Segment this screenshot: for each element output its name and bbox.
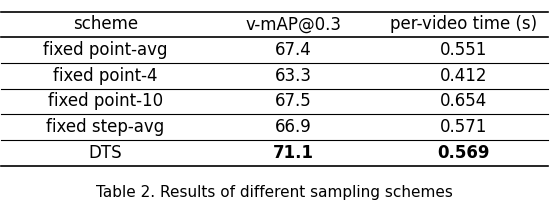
Text: 0.412: 0.412 bbox=[439, 67, 487, 85]
Text: fixed step-avg: fixed step-avg bbox=[46, 118, 165, 136]
Text: fixed point-4: fixed point-4 bbox=[53, 67, 157, 85]
Text: per-video time (s): per-video time (s) bbox=[390, 15, 537, 33]
Text: scheme: scheme bbox=[73, 15, 138, 33]
Text: fixed point-10: fixed point-10 bbox=[48, 92, 163, 110]
Text: 71.1: 71.1 bbox=[273, 144, 314, 162]
Text: 0.654: 0.654 bbox=[439, 92, 486, 110]
Text: 66.9: 66.9 bbox=[275, 118, 312, 136]
Text: Table 2. Results of different sampling schemes: Table 2. Results of different sampling s… bbox=[96, 185, 453, 200]
Text: 0.571: 0.571 bbox=[439, 118, 487, 136]
Text: 0.569: 0.569 bbox=[437, 144, 489, 162]
Text: 0.551: 0.551 bbox=[439, 41, 487, 59]
Text: 63.3: 63.3 bbox=[275, 67, 312, 85]
Text: DTS: DTS bbox=[88, 144, 122, 162]
Text: 67.5: 67.5 bbox=[275, 92, 312, 110]
Text: 67.4: 67.4 bbox=[275, 41, 312, 59]
Text: v-mAP@0.3: v-mAP@0.3 bbox=[246, 15, 342, 33]
Text: fixed point-avg: fixed point-avg bbox=[43, 41, 167, 59]
